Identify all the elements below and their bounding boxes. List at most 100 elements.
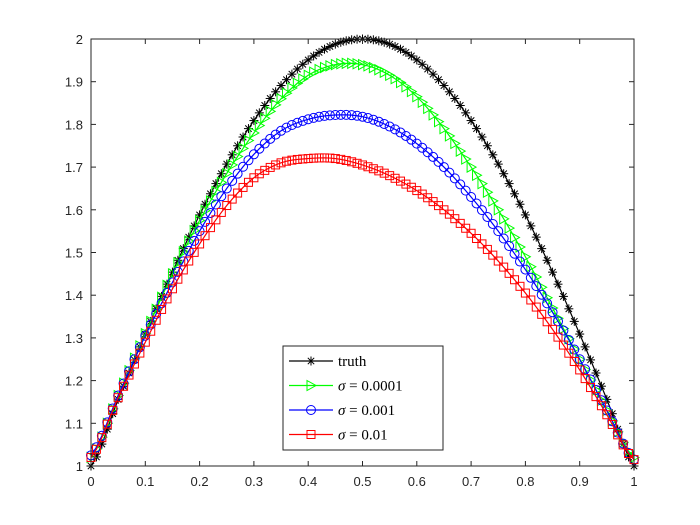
- data-point: [390, 124, 401, 135]
- data-point: [341, 155, 351, 165]
- data-point: [444, 209, 454, 219]
- data-point: [472, 124, 482, 134]
- data-point: [526, 221, 536, 231]
- data-point: [281, 75, 291, 85]
- data-point: [249, 127, 260, 139]
- legend-entry-3: σ = 0.01: [289, 428, 388, 444]
- data-point: [558, 291, 568, 301]
- data-point: [205, 195, 217, 207]
- data-point: [233, 150, 244, 163]
- data-point: [254, 143, 265, 154]
- data-point: [194, 226, 205, 237]
- data-point: [438, 162, 449, 173]
- data-point: [395, 127, 406, 138]
- data-point: [319, 110, 330, 121]
- data-point: [406, 85, 418, 98]
- y-tick-label: 1.8: [65, 117, 83, 132]
- data-point: [140, 337, 150, 347]
- data-point: [455, 100, 465, 110]
- data-point: [526, 295, 536, 305]
- data-point: [238, 182, 248, 192]
- data-point: [384, 121, 395, 132]
- data-point: [477, 239, 487, 249]
- legend: truth σ = 0.0001 σ = 0.001 σ = 0.01: [282, 345, 444, 451]
- data-point: [385, 69, 396, 82]
- y-tick-label: 1.2: [65, 374, 83, 389]
- data-point: [298, 73, 309, 85]
- data-point: [406, 182, 416, 192]
- data-point: [574, 354, 585, 365]
- data-point: [542, 298, 553, 309]
- data-point: [596, 401, 606, 411]
- y-tick-label: 1.6: [65, 203, 83, 218]
- data-point: [542, 255, 552, 265]
- data-point: [461, 223, 471, 233]
- data-point: [542, 317, 552, 327]
- data-point: [526, 260, 537, 273]
- data-point: [91, 444, 101, 454]
- x-tick-label: 0.2: [191, 474, 209, 489]
- data-point: [319, 44, 329, 54]
- data-point: [276, 158, 286, 168]
- y-tick-label: 1.4: [65, 288, 83, 303]
- data-point: [488, 150, 498, 160]
- data-point: [124, 370, 134, 380]
- data-point: [466, 228, 476, 238]
- data-point: [243, 124, 253, 134]
- data-point: [368, 61, 380, 74]
- y-tick-label: 1.7: [65, 160, 83, 175]
- legend-label-3: σ = 0.01: [338, 428, 388, 444]
- legend-entry-2: σ = 0.001: [289, 403, 395, 419]
- data-point: [216, 207, 226, 217]
- data-point: [439, 122, 450, 135]
- data-point: [243, 134, 255, 147]
- data-point: [265, 105, 277, 118]
- data-point: [379, 168, 389, 178]
- data-point: [613, 430, 623, 440]
- legend-marker-0: [306, 356, 316, 366]
- data-point: [368, 114, 379, 125]
- data-point: [423, 64, 433, 74]
- data-point: [189, 247, 199, 257]
- data-point: [347, 157, 357, 167]
- data-point: [297, 115, 308, 126]
- data-point: [232, 168, 243, 179]
- data-point: [460, 185, 471, 196]
- data-point: [509, 248, 520, 259]
- data-point: [596, 381, 606, 391]
- data-point: [346, 110, 357, 121]
- data-point: [536, 289, 547, 300]
- data-point: [227, 194, 237, 204]
- data-point: [434, 75, 444, 85]
- data-point: [173, 256, 184, 269]
- legend-label-2: σ = 0.001: [338, 403, 395, 419]
- data-point: [319, 153, 329, 163]
- data-point: [455, 218, 465, 228]
- data-point: [303, 114, 314, 125]
- data-point: [515, 199, 525, 209]
- data-point: [265, 162, 275, 172]
- data-point: [222, 167, 233, 180]
- data-point: [205, 223, 215, 233]
- data-point: [417, 96, 429, 109]
- data-point: [553, 279, 563, 289]
- data-point: [373, 116, 384, 127]
- data-point: [309, 66, 320, 79]
- data-point: [580, 342, 590, 352]
- data-point: [298, 59, 308, 69]
- data-point: [330, 110, 341, 121]
- data-point: [189, 224, 201, 237]
- data-point: [493, 226, 504, 237]
- data-point: [335, 109, 346, 120]
- data-point: [499, 169, 509, 179]
- data-point: [401, 80, 412, 93]
- data-point: [330, 154, 340, 164]
- data-point: [336, 57, 347, 70]
- data-point: [504, 268, 514, 278]
- data-point: [233, 141, 243, 151]
- data-point: [336, 154, 346, 164]
- data-point: [260, 165, 270, 175]
- data-point: [298, 154, 308, 164]
- data-point: [504, 241, 515, 252]
- data-point: [482, 141, 492, 151]
